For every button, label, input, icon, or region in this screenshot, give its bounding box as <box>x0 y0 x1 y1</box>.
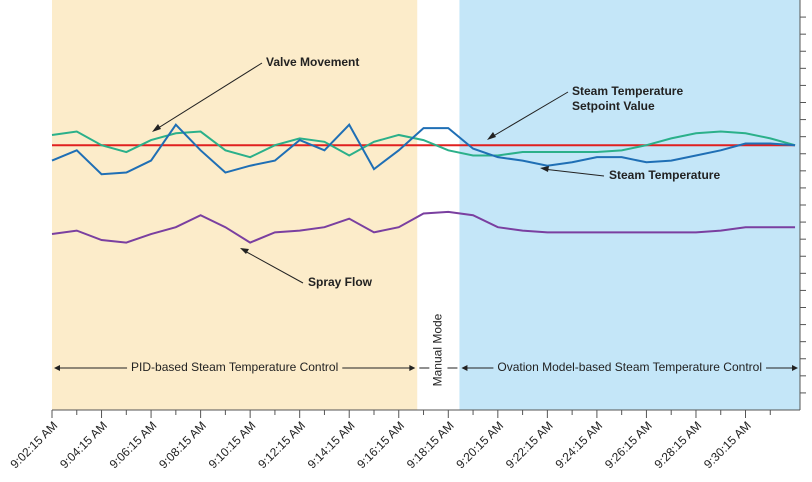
annotation: Steam Temperature <box>609 168 720 182</box>
region <box>459 0 800 410</box>
annotations: Valve Movement Steam Temperature Setpoin… <box>152 55 720 289</box>
x-tick-label: 9:20:15 AM <box>453 418 506 471</box>
region-label: Ovation Model-based Steam Temperature Co… <box>497 360 762 374</box>
arrow-head <box>792 365 798 371</box>
arrow <box>542 168 605 177</box>
x-tick-label: 9:16:15 AM <box>354 418 407 471</box>
arrow-head <box>152 124 161 132</box>
x-tick-label: 9:06:15 AM <box>107 418 160 471</box>
x-tick-label: 9:26:15 AM <box>602 418 655 471</box>
annotation: Spray Flow <box>308 275 373 289</box>
x-tick-label: 9:08:15 AM <box>156 418 209 471</box>
arrow <box>242 249 304 284</box>
x-tick-label: 9:14:15 AM <box>305 418 358 471</box>
arrow-head <box>461 365 468 371</box>
regions <box>52 0 800 410</box>
x-tick-label: 9:24:15 AM <box>552 418 605 471</box>
x-tick-label: 9:10:15 AM <box>206 418 259 471</box>
region <box>52 0 418 410</box>
arrow-head <box>240 248 249 254</box>
x-tick-label: 9:30:15 AM <box>701 418 754 471</box>
series-line <box>51 130 796 159</box>
arrow <box>489 91 569 139</box>
x-tick-label: 9:12:15 AM <box>255 418 308 471</box>
arrow <box>154 62 263 131</box>
x-tick-label: 9:04:15 AM <box>57 418 110 471</box>
arrow-head <box>487 132 496 140</box>
x-tick-label: 9:28:15 AM <box>652 418 705 471</box>
x-tick-label: 9:02:15 AM <box>8 418 61 471</box>
arrow-head <box>54 365 60 371</box>
region-label: PID-based Steam Temperature Control <box>131 360 338 374</box>
x-tick-label: 9:22:15 AM <box>503 418 556 471</box>
arrow-head <box>540 166 549 172</box>
arrow-head <box>409 365 416 371</box>
annotation: Setpoint Value <box>572 99 655 113</box>
series-line <box>51 210 796 244</box>
region <box>417 0 460 410</box>
annotation: Valve Movement <box>266 55 359 69</box>
x-tick-label: 9:18:15 AM <box>404 418 457 471</box>
series-line <box>51 123 796 176</box>
annotation: Steam Temperature <box>572 84 683 98</box>
region-label: Manual Mode <box>431 313 445 386</box>
